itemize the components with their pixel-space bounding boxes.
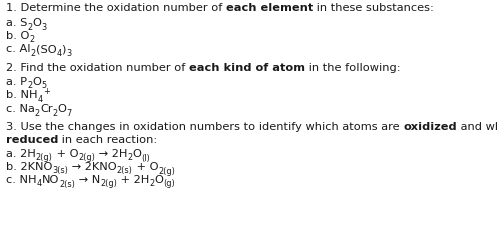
Text: 2: 2	[150, 179, 155, 189]
Text: O: O	[32, 77, 41, 87]
Text: 7: 7	[67, 109, 72, 118]
Text: reduced: reduced	[6, 135, 58, 145]
Text: and which are: and which are	[457, 122, 497, 132]
Text: in these substances:: in these substances:	[313, 3, 434, 13]
Text: 5: 5	[41, 81, 46, 91]
Text: Cr: Cr	[40, 104, 53, 114]
Text: 2(s): 2(s)	[117, 167, 133, 175]
Text: 2(g): 2(g)	[100, 179, 117, 189]
Text: 3(s): 3(s)	[52, 167, 68, 175]
Text: a. 2H: a. 2H	[6, 149, 36, 159]
Text: 2: 2	[35, 109, 40, 118]
Text: c. NH: c. NH	[6, 175, 37, 185]
Text: 2(s): 2(s)	[59, 179, 75, 189]
Text: 2(g): 2(g)	[36, 153, 53, 163]
Text: b. O: b. O	[6, 31, 29, 41]
Text: → 2KNO: → 2KNO	[68, 162, 117, 172]
Text: 3: 3	[41, 22, 47, 32]
Text: 1. Determine the oxidation number of: 1. Determine the oxidation number of	[6, 3, 226, 13]
Text: +: +	[43, 87, 50, 97]
Text: b. 2KNO: b. 2KNO	[6, 162, 52, 172]
Text: 2: 2	[27, 81, 32, 91]
Text: 2(g): 2(g)	[158, 167, 175, 175]
Text: 4: 4	[37, 179, 42, 189]
Text: O: O	[155, 175, 164, 185]
Text: 2: 2	[128, 153, 133, 163]
Text: 2(g): 2(g)	[78, 153, 95, 163]
Text: 4: 4	[38, 94, 43, 103]
Text: O: O	[58, 104, 67, 114]
Text: 2: 2	[30, 49, 36, 58]
Text: ): )	[62, 44, 66, 54]
Text: NO: NO	[42, 175, 59, 185]
Text: 3: 3	[66, 49, 71, 58]
Text: 2: 2	[53, 109, 58, 118]
Text: + O: + O	[53, 149, 78, 159]
Text: + O: + O	[133, 162, 158, 172]
Text: O: O	[32, 18, 41, 28]
Text: (SO: (SO	[36, 44, 56, 54]
Text: + 2H: + 2H	[117, 175, 150, 185]
Text: each kind of atom: each kind of atom	[189, 63, 305, 73]
Text: (g): (g)	[164, 179, 175, 189]
Text: a. P: a. P	[6, 77, 27, 87]
Text: 2. Find the oxidation number of: 2. Find the oxidation number of	[6, 63, 189, 73]
Text: each element: each element	[226, 3, 313, 13]
Text: → 2H: → 2H	[95, 149, 128, 159]
Text: b. NH: b. NH	[6, 90, 38, 100]
Text: O: O	[133, 149, 142, 159]
Text: c. Na: c. Na	[6, 104, 35, 114]
Text: → N: → N	[75, 175, 100, 185]
Text: c. Al: c. Al	[6, 44, 30, 54]
Text: 2: 2	[27, 22, 32, 32]
Text: (l): (l)	[142, 153, 151, 163]
Text: a. S: a. S	[6, 18, 27, 28]
Text: in each reaction:: in each reaction:	[58, 135, 158, 145]
Text: 3. Use the changes in oxidation numbers to identify which atoms are: 3. Use the changes in oxidation numbers …	[6, 122, 403, 132]
Text: oxidized: oxidized	[403, 122, 457, 132]
Text: 2: 2	[29, 36, 34, 44]
Text: 4: 4	[56, 49, 62, 58]
Text: in the following:: in the following:	[305, 63, 401, 73]
